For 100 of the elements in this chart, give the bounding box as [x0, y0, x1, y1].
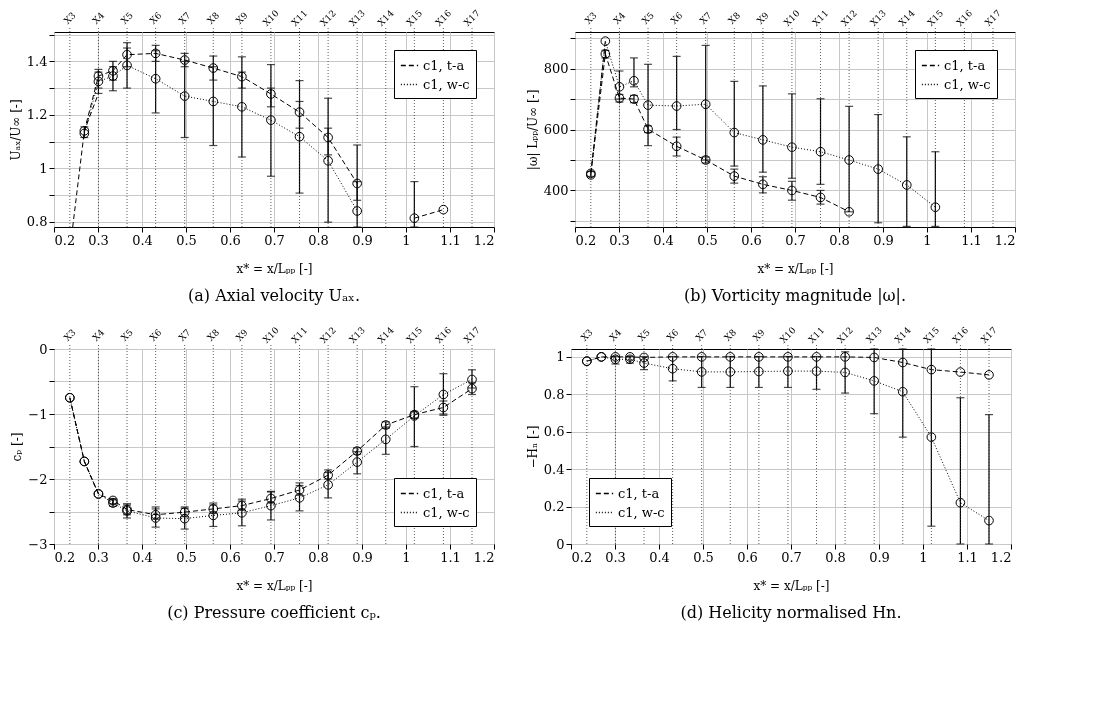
x-tick-label: 0.5: [176, 549, 197, 565]
x-tick-label: 0.9: [873, 232, 894, 248]
text: (b) Vorticity magnitude |ω|.: [683, 286, 907, 305]
ref-line-label: X5: [119, 9, 136, 26]
y-tick-label: 0: [39, 341, 48, 357]
x-tick-label: 0.9: [352, 232, 373, 248]
y-axis-title: |ω| Lₚₚ/U∞ [-]: [525, 89, 540, 171]
x-tick-label: 0.8: [829, 232, 850, 248]
legend-label: c1, w-c: [423, 76, 470, 92]
ref-line-label: X4: [90, 326, 107, 343]
x-tick-label: 0.8: [308, 549, 329, 565]
y-axis-title: cₚ [-]: [10, 432, 25, 462]
x-tick-label: 0.3: [88, 232, 109, 248]
legend-label: c1, w-c: [944, 76, 991, 92]
ref-line-label: X6: [147, 9, 164, 26]
ref-line-label: X9: [755, 9, 771, 26]
x-tick-label: 0.6: [741, 232, 762, 248]
y-tick-label: 0.8: [543, 386, 565, 402]
ref-line-label: X6: [668, 9, 685, 26]
ref-line-label: X3: [62, 9, 78, 26]
y-tick-label: 600: [543, 122, 569, 137]
x-tick-label: 0.3: [609, 232, 630, 248]
ref-line-label: X7: [693, 326, 710, 343]
x-tick-label: 1: [919, 549, 928, 565]
x-tick-label: 0.5: [697, 232, 718, 248]
ref-line-label: X5: [636, 326, 653, 343]
x-tick-label: 0.2: [575, 232, 597, 248]
x-axis-title: x* = x/Lₚₚ [-]: [236, 261, 313, 276]
x-tick-label: 0.5: [176, 232, 197, 248]
ref-line-label: X3: [583, 9, 599, 26]
legend-label: c1, t-a: [423, 485, 465, 501]
y-axis-title: −Hₙ [-]: [525, 425, 540, 469]
y-tick-label: 0.4: [543, 461, 565, 477]
y-tick-label: 0.6: [543, 424, 565, 439]
y-tick-label: 800: [543, 61, 569, 77]
x-tick-label: 0.9: [352, 549, 373, 565]
ref-line-label: X4: [90, 9, 107, 26]
ref-line-label: X6: [664, 326, 681, 343]
x-tick-label: 0.2: [571, 549, 593, 565]
x-tick-label: 0.6: [737, 549, 758, 565]
x-tick-label: 0.7: [264, 549, 285, 565]
ref-line-label: X8: [205, 326, 222, 343]
x-axis-title: x* = x/Lₚₚ [-]: [753, 578, 830, 593]
x-tick-label: 1.2: [990, 549, 1012, 565]
x-tick-label: 1.1: [961, 232, 982, 248]
ref-line-label: X4: [607, 326, 624, 343]
y-tick-label: −1: [28, 406, 48, 422]
ref-line-label: X3: [579, 326, 595, 343]
legend-label: c1, t-a: [423, 57, 465, 73]
ref-line-label: X9: [234, 326, 250, 343]
y-axis-title: Uₐₓ/U∞ [-]: [8, 99, 23, 161]
x-tick-label: 0.7: [781, 549, 802, 565]
y-tick-label: 0: [556, 536, 565, 552]
x-axis-title: x* = x/Lₚₚ [-]: [236, 578, 313, 593]
y-tick-label: 0.2: [543, 499, 565, 514]
y-tick-label: 400: [543, 182, 569, 198]
y-tick-label: 1: [39, 160, 48, 176]
x-tick-label: 0.5: [693, 549, 714, 565]
x-tick-label: 0.3: [88, 549, 109, 565]
ref-line-label: X7: [176, 326, 193, 343]
x-tick-label: 0.7: [264, 232, 285, 248]
x-tick-label: 1: [402, 232, 411, 248]
y-tick-label: −3: [28, 536, 48, 552]
legend-label: c1, w-c: [423, 504, 470, 520]
ref-line-label: X7: [697, 9, 714, 26]
text: (a) Axial velocity Uₐₓ.: [188, 286, 360, 305]
x-tick-label: 1.2: [473, 549, 495, 565]
x-tick-label: 1.1: [440, 549, 461, 565]
ref-line-label: X8: [205, 9, 222, 26]
y-tick-label: 1.4: [26, 53, 48, 69]
x-tick-label: 0.4: [653, 232, 674, 248]
ref-line-label: X9: [234, 9, 250, 26]
x-tick-label: 1.1: [957, 549, 978, 565]
y-tick-label: −2: [28, 471, 48, 487]
ref-line-label: X9: [751, 326, 767, 343]
text: (d) Helicity normalised Hn.: [680, 603, 902, 622]
x-tick-label: 0.2: [54, 232, 76, 248]
y-tick-label: 1.2: [26, 107, 48, 123]
x-tick-label: 0.4: [649, 549, 670, 565]
x-tick-label: 0.7: [785, 232, 806, 248]
x-tick-label: 1: [923, 232, 932, 248]
ref-line-label: X3: [62, 326, 78, 343]
ref-line-label: X7: [176, 9, 193, 26]
y-tick-label: 0.8: [26, 214, 48, 230]
legend-label: c1, w-c: [618, 504, 665, 520]
x-axis-title: x* = x/Lₚₚ [-]: [757, 261, 834, 276]
legend-label: c1, t-a: [944, 57, 986, 73]
ref-line-label: X5: [119, 326, 136, 343]
x-tick-label: 0.4: [132, 549, 153, 565]
x-tick-label: 1.1: [440, 232, 461, 248]
x-tick-label: 1.2: [473, 232, 495, 248]
x-tick-label: 0.8: [308, 232, 329, 248]
ref-line-label: X4: [611, 9, 628, 26]
x-tick-label: 0.3: [605, 549, 626, 565]
ref-line-label: X6: [147, 326, 164, 343]
ref-line-label: X8: [726, 9, 743, 26]
x-tick-label: 0.9: [869, 549, 890, 565]
ref-line-label: X8: [722, 326, 739, 343]
legend-label: c1, t-a: [618, 485, 660, 501]
x-tick-label: 1.2: [994, 232, 1016, 248]
